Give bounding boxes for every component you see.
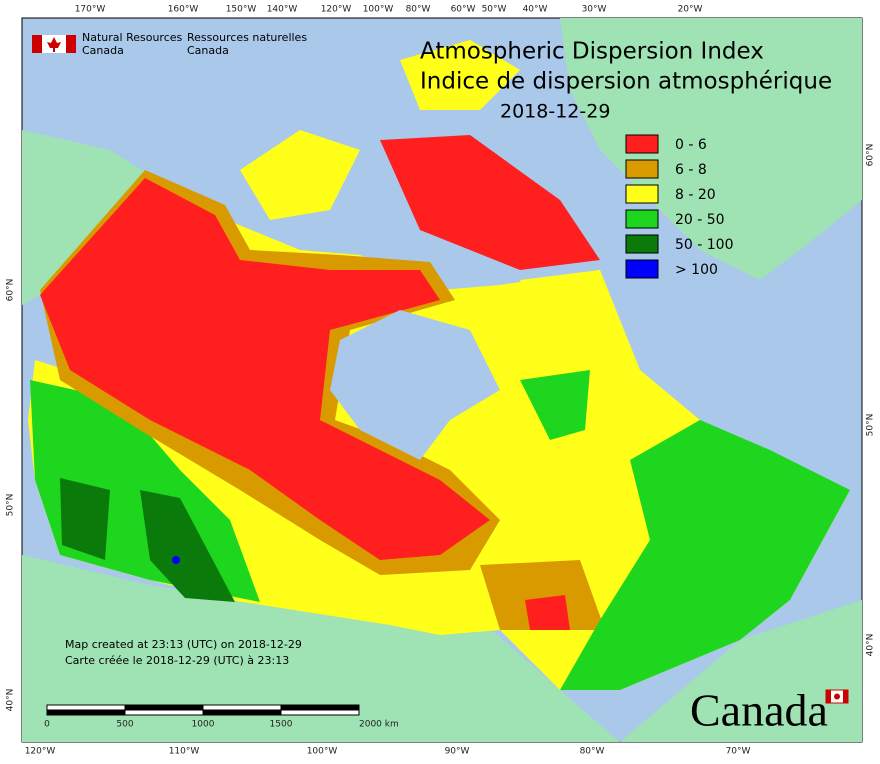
ontario-orange — [480, 560, 605, 630]
latitude-label: 40°N — [6, 689, 16, 712]
arctic-islands-red — [380, 135, 600, 270]
date: 2018-12-29 — [500, 101, 610, 123]
legend-swatch — [625, 184, 659, 204]
longitude-label: 140°W — [267, 5, 298, 15]
latitude-label: 40°N — [866, 634, 876, 657]
latitude-label: 60°N — [6, 279, 16, 302]
longitude-label: 40°W — [523, 5, 548, 15]
latitude-label: 50°N — [866, 414, 876, 437]
longitude-label: 110°W — [169, 747, 200, 757]
agency: Ressources naturelles — [187, 31, 307, 44]
wordmark-text: Canada — [690, 685, 828, 736]
red-region — [40, 178, 490, 560]
scale-label: 1500 — [270, 720, 293, 730]
west-dark-green — [60, 478, 110, 560]
scale-label: 2000 km — [359, 720, 399, 730]
longitude-label: 90°W — [445, 747, 470, 757]
grid-labels: 170°W 160°W 150°W 140°W 120°W 100°W 80°W 60°W 50… — [6, 5, 876, 757]
scale-segment — [46, 709, 126, 716]
agency: Natural Resources — [82, 31, 183, 44]
flag-bar — [826, 690, 831, 703]
us-east — [620, 600, 862, 742]
east-green — [560, 420, 850, 690]
scale-segment — [46, 704, 126, 711]
maple-leaf — [47, 37, 61, 52]
land — [22, 18, 862, 742]
longitude-label: 70°W — [726, 747, 751, 757]
scale-segment — [124, 709, 204, 716]
baffin-yellow — [520, 270, 600, 330]
scale-segment — [202, 704, 282, 711]
longitude-label: 80°W — [580, 747, 605, 757]
note: Map created at 23:13 (UTC) on 2018-12-29 — [65, 638, 302, 651]
legend-swatch — [625, 134, 659, 154]
legend-swatch — [625, 159, 659, 179]
rockies-dark-green — [140, 490, 235, 602]
blue-spot — [172, 556, 180, 564]
legend-swatch — [625, 234, 659, 254]
scale-bar: 0 500 1000 1500 2000 km — [44, 704, 399, 730]
hudson-bay — [330, 310, 500, 460]
scale-label: 500 — [116, 720, 133, 730]
flag-bar — [32, 35, 42, 53]
legend-label: 6 - 8 — [675, 162, 707, 178]
ellesmere-yellow — [400, 40, 520, 110]
legend-swatch — [625, 209, 659, 229]
scale-segment — [280, 704, 360, 711]
scale-segment — [124, 704, 204, 711]
title: Indice de dispersion atmosphérique — [420, 69, 832, 95]
legend-label: 8 - 20 — [675, 187, 716, 203]
scale-label: 1000 — [192, 720, 215, 730]
legend-label: > 100 — [675, 262, 718, 278]
header: Natural Resources Canada Ressources natu… — [32, 31, 307, 57]
title: Atmospheric Dispersion Index — [420, 39, 764, 65]
longitude-label: 50°W — [482, 5, 507, 15]
longitude-label: 160°W — [168, 5, 199, 15]
longitude-label: 150°W — [226, 5, 257, 15]
legend-label: 20 - 50 — [675, 212, 725, 228]
longitude-label: 100°W — [363, 5, 394, 15]
legend-label: 50 - 100 — [675, 237, 734, 253]
ontario-red — [525, 595, 570, 630]
latitude-label: 50°N — [6, 494, 16, 517]
flag-bar — [66, 35, 76, 53]
legend-label: 0 - 6 — [675, 137, 707, 153]
latitude-label: 60°N — [866, 144, 876, 167]
legend: 0 - 6 6 - 8 8 - 20 20 - 50 50 - 100 > 100 — [625, 134, 734, 279]
maple-leaf — [834, 693, 840, 700]
scale-label: 0 — [44, 720, 50, 730]
scale-segment — [202, 709, 282, 716]
united-states — [22, 555, 620, 742]
longitude-label: 80°W — [406, 5, 431, 15]
quebec-green — [520, 370, 590, 440]
longitude-label: 170°W — [75, 5, 106, 15]
longitude-label: 120°W — [321, 5, 352, 15]
greenland — [560, 18, 862, 280]
agency: Canada — [82, 44, 124, 57]
wordmark: Canada — [690, 685, 849, 736]
alaska — [22, 130, 150, 305]
agency: Canada — [187, 44, 229, 57]
longitude-label: 20°W — [678, 5, 703, 15]
longitude-label: 120°W — [25, 747, 56, 757]
note: Carte créée le 2018-12-29 (UTC) à 23:13 — [65, 654, 289, 667]
longitude-label: 100°W — [307, 747, 338, 757]
flag-bar — [843, 690, 848, 703]
legend-swatch — [625, 259, 659, 279]
scale-segment — [280, 709, 360, 716]
longitude-label: 60°W — [451, 5, 476, 15]
longitude-label: 30°W — [582, 5, 607, 15]
arctic-islands-yellow — [240, 130, 360, 220]
